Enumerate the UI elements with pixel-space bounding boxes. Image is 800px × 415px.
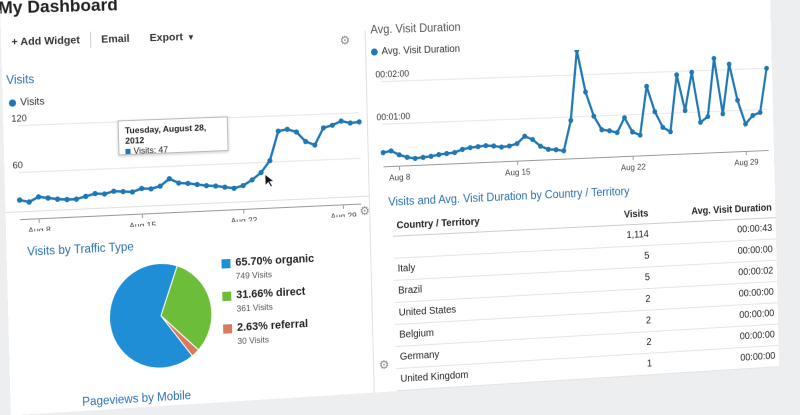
data-point	[483, 143, 488, 148]
chart-tooltip: Tuesday, August 28, 2012 Visits: 47	[118, 116, 229, 155]
data-point	[561, 148, 566, 153]
data-point	[413, 156, 418, 161]
data-point	[64, 197, 69, 203]
data-point	[405, 155, 410, 160]
data-point	[348, 120, 353, 125]
data-point	[195, 182, 200, 188]
mobile-widget-title: Pageviews by Mobile	[82, 390, 191, 409]
legend-dot-icon	[9, 99, 16, 107]
add-widget-button[interactable]: + Add Widget	[1, 34, 90, 49]
geo-widget-title: Visits and Avg. Visit Duration by Countr…	[388, 186, 629, 209]
x-tick-label: Aug 29	[734, 157, 759, 167]
y-tick-label: 60	[12, 160, 23, 170]
x-tick-label: Aug 22	[231, 215, 258, 226]
data-point	[674, 72, 679, 77]
data-point	[507, 143, 512, 148]
x-tick-label: Aug 8	[28, 225, 51, 233]
legend-referral-visits: 30 Visits	[237, 332, 308, 346]
x-axis	[384, 150, 769, 166]
data-point	[764, 66, 769, 71]
data-point	[720, 111, 725, 116]
data-point	[468, 145, 473, 150]
data-point	[222, 184, 227, 190]
y-tick-label: 00:02:00	[375, 69, 409, 80]
legend-organic-visits: 749 Visits	[236, 267, 315, 281]
swatch-direct-icon	[222, 291, 231, 301]
data-point	[357, 119, 362, 124]
visits-chart[interactable]: 120 60 Aug 8 Aug 15 Aug 22 Aug 29	[3, 95, 368, 233]
data-point	[111, 188, 116, 194]
traffic-pie-chart[interactable]	[105, 258, 218, 377]
data-point	[120, 189, 125, 195]
data-point	[231, 186, 236, 192]
series-swatch-icon	[125, 149, 130, 154]
email-button[interactable]: Email	[91, 32, 140, 46]
data-point	[568, 118, 573, 123]
x-tick-label: Aug 8	[389, 172, 411, 183]
data-point	[83, 194, 88, 200]
chevron-down-icon: ▼	[187, 33, 195, 42]
data-point	[55, 196, 60, 202]
data-point	[607, 128, 612, 133]
gear-icon[interactable]: ⚙	[379, 358, 390, 373]
data-point	[204, 183, 209, 189]
legend-dot-icon	[371, 48, 378, 55]
x-tick-label: Aug 29	[330, 211, 356, 222]
gear-icon[interactable]: ⚙	[339, 33, 350, 47]
legend-direct-pct: 31.66% direct	[236, 286, 305, 302]
data-point	[17, 197, 22, 203]
data-point	[45, 195, 50, 201]
data-point	[185, 181, 190, 187]
country-table: Country / Territory Visits Avg. Visit Du…	[392, 199, 779, 391]
data-point	[381, 150, 386, 155]
data-point	[74, 196, 79, 202]
traffic-widget-title: Visits by Traffic Type	[27, 241, 134, 259]
data-point	[712, 56, 717, 61]
export-label: Export	[150, 31, 184, 44]
dashboard: My Dashboard + Add Widget Email Export▼ …	[0, 0, 779, 415]
duration-widget-title: Avg. Visit Duration	[370, 22, 461, 37]
legend-direct-visits: 361 Visits	[236, 300, 305, 314]
data-point	[92, 191, 97, 197]
gear-icon[interactable]: ⚙	[359, 204, 370, 219]
data-point	[574, 48, 579, 53]
x-tick-label: Aug 15	[129, 220, 156, 231]
gridline	[19, 158, 360, 172]
data-point	[102, 191, 107, 197]
tooltip-label: Visits: 47	[133, 144, 168, 156]
x-axis	[20, 204, 361, 220]
x-tick-label: Aug 15	[505, 167, 531, 178]
swatch-referral-icon	[223, 324, 232, 334]
y-tick-label: 120	[11, 113, 27, 124]
data-point	[428, 154, 433, 159]
data-point	[421, 155, 426, 160]
legend-item-referral: 2.63% referral 30 Visits	[223, 318, 308, 347]
data-point	[285, 127, 290, 132]
export-menu[interactable]: Export▼	[139, 30, 205, 44]
swatch-organic-icon	[221, 259, 230, 269]
data-point	[476, 144, 481, 149]
legend-item-organic: 65.70% organic 749 Visits	[221, 253, 314, 282]
duration-chart[interactable]: 00:02:00 00:01:00 Aug 8 Aug 15 Aug 22 Aug 29	[367, 44, 774, 184]
page-title: My Dashboard	[0, 0, 118, 19]
data-point	[436, 152, 441, 157]
data-point	[444, 151, 449, 156]
data-point	[491, 143, 496, 148]
x-tick-label: Aug 22	[621, 162, 646, 173]
data-point	[148, 186, 153, 192]
data-point	[213, 183, 218, 189]
toolbar: + Add Widget Email Export▼	[1, 25, 205, 54]
legend-item-direct: 31.66% direct 361 Visits	[222, 286, 306, 315]
data-point	[499, 144, 504, 149]
y-tick-label: 00:01:00	[376, 111, 410, 122]
cursor-icon	[265, 174, 274, 187]
visits-widget-title: Visits	[6, 74, 34, 87]
data-point	[554, 147, 559, 152]
data-point	[727, 61, 732, 66]
data-point	[276, 128, 281, 133]
series-line	[381, 44, 769, 159]
